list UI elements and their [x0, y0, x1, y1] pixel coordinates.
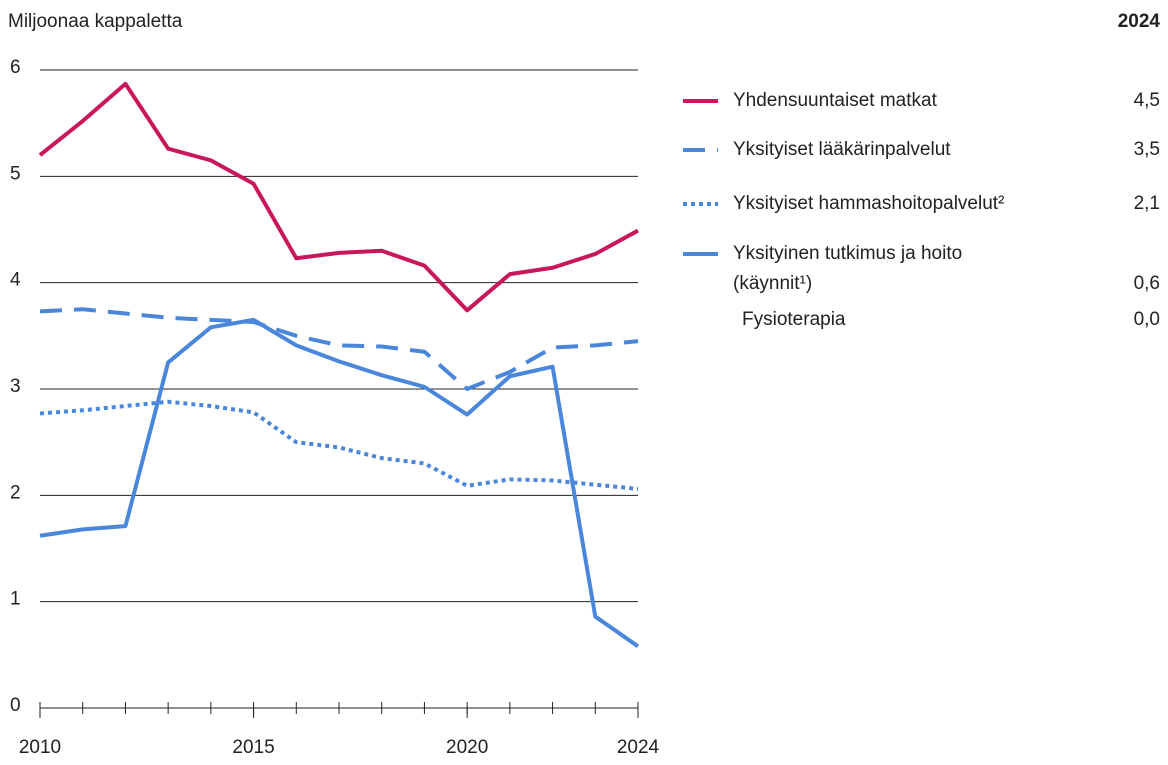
- legend-value-header: 2024: [1118, 11, 1161, 32]
- y-tick-label: 3: [10, 376, 21, 397]
- y-tick-label: 2: [10, 482, 21, 503]
- legend-label: Yksityiset lääkärinpalvelut: [733, 139, 951, 160]
- legend-label: Yksityinen tutkimus ja hoito (käynnit¹): [733, 243, 963, 294]
- series-line: [39, 317, 640, 648]
- x-tick-label: 2024: [617, 737, 660, 758]
- x-tick-label: 2015: [232, 737, 274, 758]
- legend-value: 2,1: [1133, 193, 1160, 214]
- legend-label: Yksityiset hammashoitopalvelut²: [733, 193, 1005, 214]
- series-line: [39, 399, 639, 491]
- series-line: [39, 307, 639, 391]
- legend-subitem-label: Fysioterapia: [742, 309, 846, 330]
- y-tick-label: 5: [10, 163, 21, 184]
- legend-label: Yhdensuuntaiset matkat: [733, 90, 937, 111]
- y-tick-label: 0: [10, 695, 21, 716]
- y-tick-label: 4: [10, 270, 21, 291]
- y-tick-label: 1: [10, 589, 21, 610]
- y-tick-label: 6: [10, 57, 21, 78]
- legend-subitem-value: 0,0: [1133, 309, 1160, 330]
- x-tick-label: 2010: [19, 737, 61, 758]
- legend-value: 4,5: [1133, 90, 1160, 111]
- x-tick-label: 2020: [446, 737, 488, 758]
- legend-value: 0,6: [1133, 273, 1160, 294]
- series-line: [38, 81, 639, 313]
- legend-value: 3,5: [1133, 139, 1160, 160]
- y-axis-label: Miljoonaa kappaletta: [8, 11, 183, 32]
